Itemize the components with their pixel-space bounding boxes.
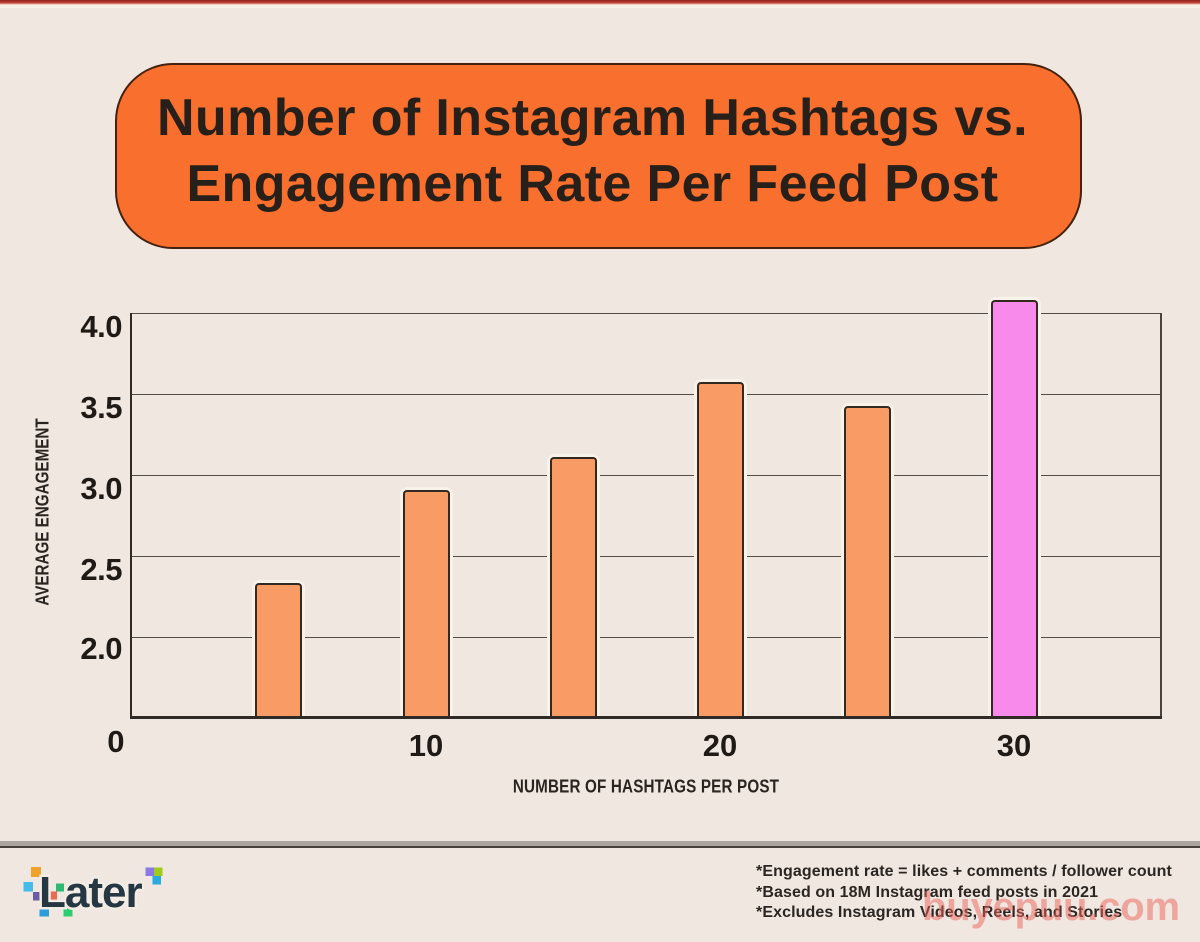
svg-text:Later: Later: [39, 868, 142, 917]
